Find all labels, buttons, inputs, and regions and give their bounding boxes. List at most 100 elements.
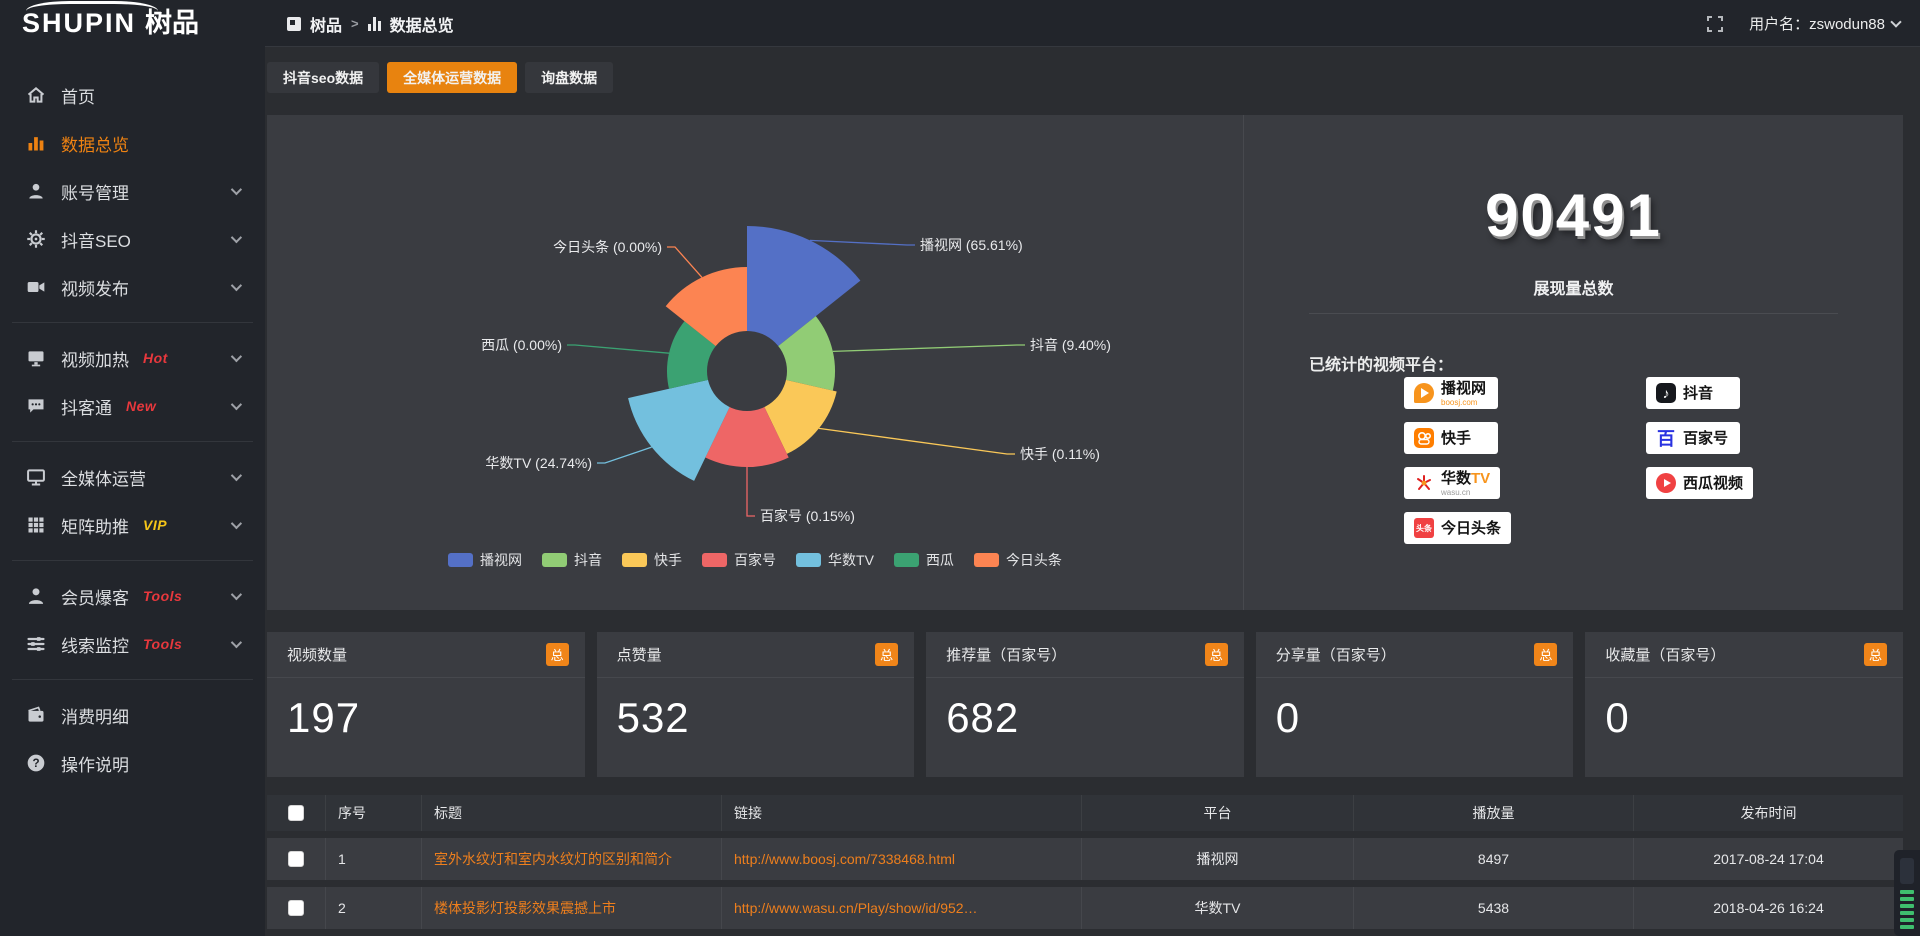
nightingale-rose-chart[interactable]: 播视网 (65.61%) 抖音 (9.40%) 快手 (0.11%) 百家号 (0.1… — [267, 121, 1243, 541]
stat-card-value: 0 — [1605, 694, 1630, 741]
legend-item[interactable]: 今日头条 — [973, 550, 1062, 570]
grid-icon — [26, 515, 46, 535]
cell-platform: 华数TV — [1081, 887, 1353, 929]
cell-time: 2018-04-26 16:24 — [1633, 887, 1903, 929]
stat-card-value: 682 — [946, 694, 1020, 741]
app-square-icon — [287, 16, 301, 31]
comment-icon — [26, 396, 46, 416]
sidebar-item-10[interactable]: 会员爆客 Tools — [0, 572, 265, 620]
username-label: 用户名：zswodun88 — [1749, 16, 1885, 33]
logo-main-text: SHUPIN — [22, 8, 137, 38]
stat-card-value: 197 — [287, 694, 361, 741]
sidebar-item-label: 视频加热 — [61, 350, 129, 370]
row-checkbox[interactable] — [288, 900, 304, 916]
cell-no: 2 — [325, 887, 421, 929]
sidebar: 首页 数据总览账号管理抖音SEO 视频发布视频加热 Hot 抖客通 New 全媒体运营 矩阵助… — [0, 47, 265, 936]
sidebar-item-label: 抖音SEO — [61, 231, 131, 251]
sidebar-item-1[interactable]: 首页 — [0, 71, 265, 119]
label-line — [597, 446, 652, 464]
stat-card-video-count: 视频数量 总 197 — [267, 632, 585, 777]
stat-cards: 视频数量 总 197 点赞量 总 532 推荐量（百家号） 总 682 分享量（百家号… — [267, 632, 1903, 777]
total-impressions-label: 展现量总数 — [1533, 281, 1614, 298]
legend-item[interactable]: 抖音 — [542, 550, 602, 570]
chart-legend: 播视网 抖音 快手 百家号 华数TV 西瓜 今日头条 — [267, 550, 1243, 570]
sidebar-item-badge: VIP — [143, 517, 168, 533]
platform-chip-boosj: 播视网 boosj.com — [1404, 377, 1498, 409]
sidebar-item-11[interactable]: 线索监控 Tools — [0, 620, 265, 668]
stat-card-label: 分享量（百家号） — [1275, 647, 1396, 664]
cell-platform: 播视网 — [1081, 838, 1353, 880]
sidebar-item-badge: Hot — [143, 350, 168, 366]
pie-label: 抖音 (9.40%) — [1030, 337, 1111, 353]
wasu-logo-icon — [1414, 473, 1434, 493]
legend-item[interactable]: 西瓜 — [893, 550, 954, 570]
svg-text:?: ? — [32, 757, 39, 770]
chevron-down-icon — [230, 588, 243, 601]
sidebar-item-3[interactable]: 账号管理 — [0, 167, 265, 215]
user-menu[interactable]: 用户名：zswodun88 — [1749, 13, 1902, 34]
chevron-down-icon — [230, 231, 243, 244]
sidebar-divider — [12, 322, 253, 323]
total-badge: 总 — [1204, 643, 1228, 666]
tab-douyin-seo-data[interactable]: 抖音seo数据 — [267, 62, 380, 93]
total-badge: 总 — [1863, 643, 1887, 666]
breadcrumb-separator: > — [351, 16, 359, 31]
stat-card-shares: 分享量（百家号） 总 0 — [1255, 632, 1574, 777]
widget-handle — [1900, 858, 1914, 884]
sidebar-item-label: 账号管理 — [61, 183, 129, 203]
column-header-link: 链接 — [721, 795, 1081, 831]
boosj-logo-icon — [1414, 383, 1434, 403]
pie-label: 今日头条 (0.00%) — [553, 239, 662, 255]
legend-item[interactable]: 百家号 — [702, 550, 776, 570]
pie-slice-播视网[interactable] — [747, 226, 861, 371]
tab-inquiry-data[interactable]: 询盘数据 — [525, 62, 614, 93]
label-line — [667, 246, 703, 278]
chevron-down-icon — [230, 183, 243, 196]
sidebar-item-12[interactable]: 消费明细 — [0, 691, 265, 739]
column-header-views: 播放量 — [1353, 795, 1633, 831]
impressions-summary: 90491 展现量总数 已统计的视频平台： 播视网 boosj.com 快手 — [1243, 115, 1903, 610]
stat-card-label: 点赞量 — [616, 647, 662, 664]
bar-chart-icon — [367, 16, 381, 31]
legend-item[interactable]: 华数TV — [796, 550, 874, 570]
breadcrumb-current[interactable]: 数据总览 — [389, 17, 454, 35]
sidebar-item-8[interactable]: 全媒体运营 — [0, 453, 265, 501]
legend-item[interactable]: 快手 — [622, 550, 682, 570]
platform-chips-left: 播视网 boosj.com 快手 华数TV wasu.cn — [1404, 377, 1512, 544]
floating-side-widget[interactable] — [1894, 850, 1920, 936]
pie-slice-华数TV[interactable] — [628, 371, 747, 481]
total-badge: 总 — [875, 643, 899, 666]
sidebar-item-9[interactable]: 矩阵助推 VIP — [0, 501, 265, 549]
video-url-link[interactable]: http://www.boosj.com/7338468.html — [734, 851, 956, 867]
chevron-down-icon — [230, 517, 243, 530]
pie-slice-百家号[interactable] — [705, 371, 789, 468]
label-line — [832, 344, 1025, 353]
label-line — [567, 344, 670, 354]
tab-omni-media-data[interactable]: 全媒体运营数据 — [387, 62, 518, 93]
video-url-link[interactable]: http://www.wasu.cn/Play/show/id/952… — [734, 900, 978, 916]
toutiao-logo-icon: 头条 — [1414, 518, 1434, 538]
video-title-link[interactable]: 楼体投影灯投影效果震撼上市 — [434, 900, 616, 916]
row-checkbox[interactable] — [288, 851, 304, 867]
sidebar-item-13[interactable]: ? 操作说明 — [0, 739, 265, 787]
member-icon — [26, 586, 46, 606]
sidebar-item-label: 消费明细 — [61, 707, 129, 727]
sidebar-item-4[interactable]: 抖音SEO — [0, 215, 265, 263]
videos-table: 序号 标题 链接 平台 播放量 发布时间 1 室外水纹灯和室内水纹灯的区别和简介… — [267, 795, 1903, 936]
douyin-logo-icon: ♪ — [1656, 383, 1676, 403]
stat-card-recommendations: 推荐量（百家号） 总 682 — [926, 632, 1244, 777]
platform-chips-right: ♪ 抖音 百 百家号 西瓜视频 — [1646, 377, 1754, 499]
sidebar-item-7[interactable]: 抖客通 New — [0, 382, 265, 430]
sidebar-item-2[interactable]: 数据总览 — [0, 119, 265, 167]
home-icon — [26, 85, 46, 105]
select-all-checkbox[interactable] — [288, 805, 304, 821]
sidebar-item-5[interactable]: 视频发布 — [0, 263, 265, 311]
logo-text: SHUPIN — [22, 1, 158, 41]
fullscreen-icon[interactable] — [1707, 15, 1724, 32]
breadcrumb-root[interactable]: 树品 — [310, 17, 343, 35]
legend-item[interactable]: 播视网 — [448, 550, 522, 570]
sidebar-item-badge: Tools — [143, 636, 183, 652]
sidebar-item-6[interactable]: 视频加热 Hot — [0, 334, 265, 382]
total-badge: 总 — [545, 643, 569, 666]
video-title-link[interactable]: 室外水纹灯和室内水纹灯的区别和简介 — [434, 851, 672, 867]
